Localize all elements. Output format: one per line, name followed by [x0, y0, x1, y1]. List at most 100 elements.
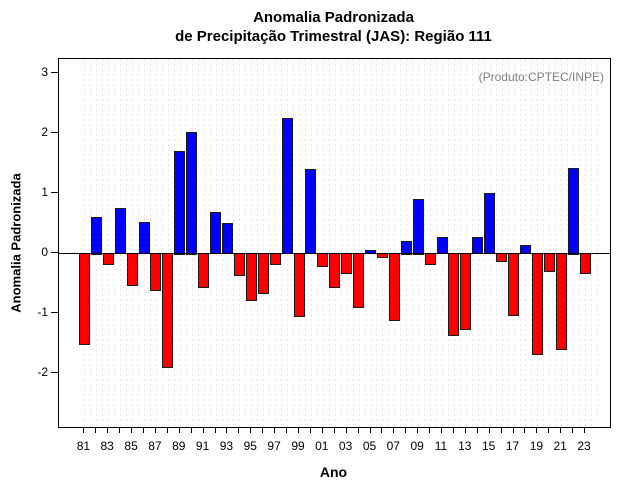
- x-tick: [572, 427, 574, 433]
- x-tick-label: 07: [386, 439, 400, 453]
- bar-1988: [162, 253, 174, 368]
- x-tick: [464, 427, 466, 433]
- gridline: [102, 59, 104, 427]
- x-tick: [202, 427, 204, 433]
- y-tick-label: -2: [37, 365, 48, 379]
- bar-1983: [102, 253, 114, 265]
- gridline: [430, 59, 432, 427]
- y-tick: [51, 72, 58, 73]
- x-tick: [333, 427, 335, 433]
- bar-2020: [543, 253, 555, 272]
- bar-2021: [555, 253, 567, 350]
- gridline: [328, 59, 330, 427]
- gridline: [257, 59, 259, 427]
- gridline: [203, 59, 205, 427]
- gridline: [352, 59, 354, 427]
- gridline: [155, 59, 157, 427]
- gridline: [543, 59, 545, 427]
- x-tick: [500, 427, 502, 433]
- x-tick-label: 97: [267, 439, 281, 453]
- x-tick: [226, 427, 228, 433]
- bar-1997: [269, 253, 281, 265]
- bar-2003: [341, 253, 353, 274]
- bar-2009: [412, 199, 424, 255]
- x-tick: [512, 427, 514, 433]
- gridline: [269, 59, 271, 427]
- bar-1999: [293, 253, 305, 317]
- gridline: [519, 59, 521, 427]
- gridline: [424, 59, 426, 427]
- gridline: [150, 59, 151, 427]
- x-tick: [166, 427, 168, 433]
- bar-2007: [388, 253, 400, 321]
- x-tick-label: 05: [362, 439, 377, 453]
- x-tick: [429, 427, 431, 433]
- gridline: [167, 59, 169, 427]
- gridline: [245, 59, 247, 427]
- gridline: [364, 59, 366, 427]
- bar-2017: [508, 253, 519, 316]
- bar-2004: [353, 253, 365, 308]
- gridline: [382, 59, 384, 427]
- source-annotation: (Produto:CPTEC/INPE): [478, 70, 604, 84]
- y-tick-label: -1: [37, 305, 48, 319]
- x-tick: [548, 427, 550, 433]
- x-tick: [345, 427, 347, 433]
- gridline: [293, 59, 294, 427]
- y-tick: [51, 192, 58, 193]
- bar-1996: [257, 253, 269, 294]
- y-tick-label: 3: [41, 65, 48, 79]
- gridline: [495, 59, 497, 427]
- x-tick: [524, 427, 526, 433]
- bar-1990: [186, 132, 198, 255]
- x-tick-label: 87: [148, 439, 162, 453]
- bar-1991: [198, 253, 210, 288]
- bar-1987: [150, 253, 162, 291]
- x-tick-label: 81: [76, 439, 91, 453]
- gridline: [233, 59, 235, 427]
- gridline: [531, 59, 533, 427]
- x-tick: [274, 427, 276, 433]
- bar-2002: [329, 253, 341, 288]
- x-tick: [357, 427, 359, 433]
- y-tick-label: 2: [41, 125, 48, 139]
- x-tick-label: 95: [243, 439, 257, 453]
- gridline: [501, 59, 503, 427]
- plot-area: [58, 58, 611, 428]
- gridline: [299, 59, 300, 427]
- gridline: [525, 59, 527, 427]
- x-tick-label: 23: [577, 439, 591, 453]
- bar-2008: [400, 241, 412, 255]
- gridline: [597, 59, 598, 427]
- bar-2023: [579, 253, 591, 274]
- x-tick: [154, 427, 156, 433]
- x-tick: [262, 427, 264, 433]
- gridline: [108, 59, 110, 427]
- x-tick: [83, 427, 85, 433]
- bar-2011: [436, 237, 448, 254]
- bar-2022: [567, 168, 579, 255]
- gridline: [561, 59, 563, 427]
- bar-1998: [281, 118, 293, 254]
- bar-2001: [317, 253, 329, 267]
- x-tick: [309, 427, 311, 433]
- x-tick-label: 91: [195, 439, 210, 453]
- x-tick-label: 13: [458, 439, 472, 453]
- x-tick-label: 03: [338, 439, 353, 453]
- gridline: [513, 59, 515, 427]
- gridline: [334, 59, 336, 427]
- x-tick: [238, 427, 240, 433]
- gridline: [585, 59, 586, 427]
- x-tick-label: 11: [434, 439, 448, 453]
- chart-subtitle: de Precipitação Trimestral (JAS): Região…: [175, 28, 492, 45]
- bar-1986: [138, 222, 150, 254]
- x-tick-label: 15: [482, 439, 496, 453]
- bar-1984: [114, 208, 126, 254]
- y-tick: [51, 312, 58, 313]
- x-tick: [441, 427, 442, 433]
- x-tick: [417, 427, 419, 433]
- gridline: [448, 59, 449, 427]
- bar-1985: [126, 253, 138, 286]
- x-tick: [321, 427, 323, 433]
- bar-1993: [221, 223, 233, 254]
